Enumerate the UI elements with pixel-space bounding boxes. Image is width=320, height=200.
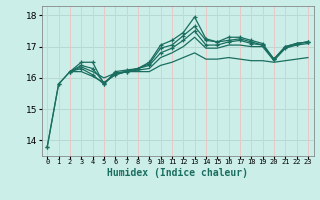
X-axis label: Humidex (Indice chaleur): Humidex (Indice chaleur) [107,168,248,178]
